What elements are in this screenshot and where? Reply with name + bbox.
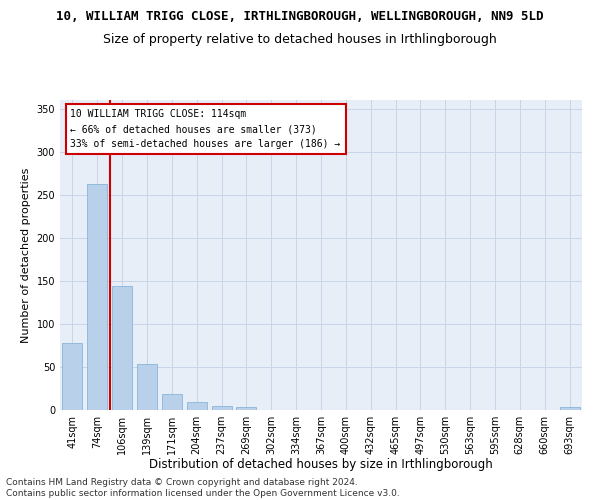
Text: Size of property relative to detached houses in Irthlingborough: Size of property relative to detached ho… — [103, 32, 497, 46]
Bar — [187, 402, 206, 410]
Bar — [560, 406, 580, 410]
Text: Contains HM Land Registry data © Crown copyright and database right 2024.
Contai: Contains HM Land Registry data © Crown c… — [6, 478, 400, 498]
Bar — [137, 364, 157, 410]
Text: 10 WILLIAM TRIGG CLOSE: 114sqm
← 66% of detached houses are smaller (373)
33% of: 10 WILLIAM TRIGG CLOSE: 114sqm ← 66% of … — [70, 110, 341, 149]
Y-axis label: Number of detached properties: Number of detached properties — [21, 168, 31, 342]
Bar — [62, 343, 82, 410]
Bar — [112, 286, 132, 410]
X-axis label: Distribution of detached houses by size in Irthlingborough: Distribution of detached houses by size … — [149, 458, 493, 471]
Bar — [88, 184, 107, 410]
Text: 10, WILLIAM TRIGG CLOSE, IRTHLINGBOROUGH, WELLINGBOROUGH, NN9 5LD: 10, WILLIAM TRIGG CLOSE, IRTHLINGBOROUGH… — [56, 10, 544, 23]
Bar — [162, 394, 182, 410]
Bar — [236, 406, 256, 410]
Bar — [212, 406, 232, 410]
